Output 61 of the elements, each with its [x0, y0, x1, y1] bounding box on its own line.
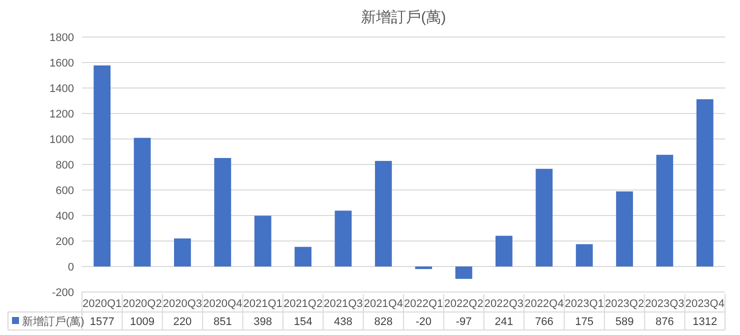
data-label: 438 — [334, 316, 352, 328]
data-label: 398 — [254, 316, 272, 328]
bar — [496, 236, 512, 266]
data-label: 1312 — [692, 316, 718, 328]
data-label: 589 — [615, 316, 634, 328]
x-tick-label: 2022Q2 — [444, 298, 484, 310]
y-tick-label: 0 — [68, 262, 74, 274]
bar — [254, 216, 272, 266]
x-tick-label: 2020Q4 — [203, 298, 242, 310]
y-tick-label: 1800 — [50, 32, 74, 44]
y-tick-label: -200 — [52, 287, 74, 299]
bar — [214, 158, 232, 266]
bar — [656, 154, 674, 266]
x-tick-label: 2023Q1 — [564, 298, 604, 310]
x-tick-label: 2021Q3 — [324, 298, 363, 310]
data-label: 1577 — [90, 316, 114, 328]
legend-label: 新增訂戶(萬) — [22, 315, 84, 328]
bar — [374, 160, 392, 266]
x-tick-label: 2022Q1 — [404, 298, 444, 310]
data-label: -97 — [456, 316, 472, 328]
y-tick-label: 1400 — [50, 83, 74, 95]
x-tick-label: 2023Q2 — [604, 298, 644, 310]
data-label: 828 — [374, 316, 393, 328]
x-tick-label: 2020Q1 — [82, 298, 122, 310]
bar — [616, 191, 633, 266]
data-label: 175 — [575, 316, 594, 328]
bar — [536, 168, 553, 266]
x-tick-label: 2021Q4 — [364, 298, 403, 310]
x-tick-label: 2023Q3 — [645, 298, 684, 310]
chart-title: 新增訂戶(萬) — [361, 9, 446, 26]
data-label: 241 — [494, 316, 514, 328]
y-tick-label: 1600 — [50, 58, 74, 70]
data-label: 220 — [173, 316, 192, 328]
data-label: 766 — [534, 316, 554, 328]
y-tick-label: 1200 — [50, 108, 74, 120]
bar — [576, 244, 593, 266]
bar — [415, 266, 432, 270]
x-tick-label: 2020Q3 — [162, 298, 202, 310]
y-tick-label: 400 — [56, 210, 74, 222]
data-label: 851 — [213, 316, 232, 328]
y-tick-label: 800 — [56, 160, 74, 172]
y-tick-label: 200 — [56, 236, 74, 248]
y-tick-label: 1000 — [50, 134, 74, 146]
x-tick-label: 2023Q4 — [685, 298, 724, 310]
bar — [134, 138, 151, 266]
bar — [696, 99, 714, 266]
bar — [174, 238, 191, 266]
data-label: 876 — [656, 316, 674, 328]
bar — [94, 65, 111, 266]
data-label: 1009 — [130, 316, 155, 328]
x-tick-label: 2020Q2 — [122, 298, 162, 310]
y-tick-label: 600 — [56, 185, 74, 197]
x-tick-label: 2022Q3 — [484, 298, 524, 310]
bar — [294, 246, 312, 266]
x-tick-label: 2021Q2 — [283, 298, 323, 310]
x-tick-label: 2022Q4 — [524, 298, 564, 310]
data-label: 154 — [294, 316, 312, 328]
bar — [455, 266, 472, 279]
bar — [334, 210, 352, 266]
data-label: -20 — [416, 316, 432, 328]
x-tick-label: 2021Q1 — [243, 298, 282, 310]
